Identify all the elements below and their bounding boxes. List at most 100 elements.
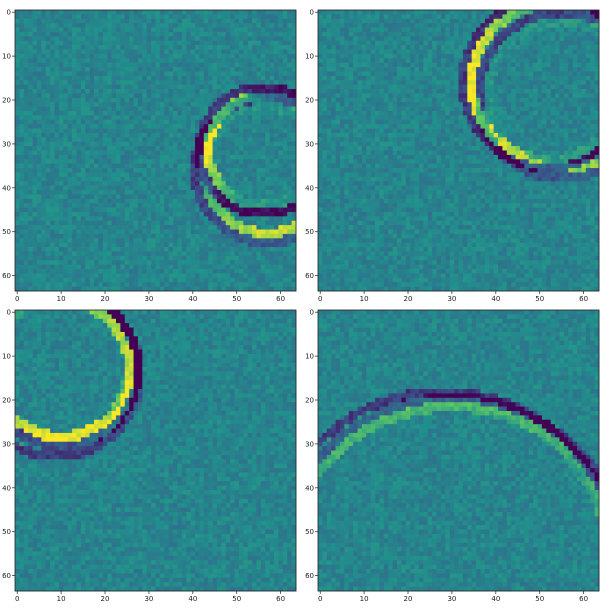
heatmap-cell [261,107,266,112]
heatmap-cell [169,85,174,90]
heatmap-cell [388,23,393,28]
heatmap-cell [261,168,266,173]
heatmap-cell [213,265,218,270]
heatmap-cell [590,10,595,15]
heatmap-cell [577,23,582,28]
heatmap-cell [463,10,468,15]
heatmap-cell [217,278,222,283]
heatmap-cell [371,36,376,41]
heatmap-cell [81,129,86,134]
heatmap-cell [28,89,33,94]
heatmap-cell [68,45,73,50]
heatmap-cell [24,172,29,177]
heatmap-cell [520,28,525,33]
heatmap-cell [81,133,86,138]
heatmap-cell [252,137,257,142]
heatmap-cell [120,238,125,243]
heatmap-cell [24,142,29,147]
heatmap-cell [68,199,73,204]
heatmap-cell [204,71,209,76]
heatmap-cell [221,190,226,195]
heatmap-cell [24,146,29,151]
heatmap-cell [204,186,209,191]
heatmap-cell [538,45,543,50]
heatmap-cell [208,71,213,76]
heatmap-cell [24,251,29,256]
heatmap-cell [204,164,209,169]
heatmap-cell [191,212,196,217]
heatmap-cell [173,50,178,55]
heatmap-cell [226,247,231,252]
heatmap-cell [397,50,402,55]
heatmap-cell [24,54,29,59]
heatmap-cell [494,19,499,24]
heatmap-cell [226,186,231,191]
heatmap-cell [208,247,213,252]
heatmap-cell [230,269,235,274]
heatmap-cell [274,14,279,19]
heatmap-cell [98,164,103,169]
heatmap-cell [199,278,204,283]
heatmap-cell [125,111,130,116]
heatmap-cell [112,67,117,72]
heatmap-cell [120,278,125,283]
heatmap-cell [120,203,125,208]
heatmap-cell [90,194,95,199]
heatmap-cell [116,58,121,63]
heatmap-cell [28,10,33,15]
heatmap-cell [287,278,292,283]
heatmap-cell [243,58,248,63]
heatmap-cell [156,80,161,85]
heatmap-cell [459,28,464,33]
heatmap-cell [480,41,485,46]
heatmap-cell [344,10,349,15]
heatmap-cell [76,190,81,195]
heatmap-cell [270,265,275,270]
heatmap-cell [278,194,283,199]
heatmap-cell [401,10,406,15]
heatmap-cell [287,234,292,239]
heatmap-cell [151,129,156,134]
heatmap-cell [33,186,38,191]
heatmap-cell [41,230,46,235]
heatmap-cell [46,190,51,195]
heatmap-cell [94,256,99,261]
heatmap-cell [98,199,103,204]
heatmap-cell [112,199,117,204]
heatmap-cell [50,256,55,261]
heatmap-cell [186,129,191,134]
heatmap-cell [147,45,152,50]
heatmap-cell [120,89,125,94]
heatmap-cell [191,10,196,15]
heatmap-cell [243,212,248,217]
heatmap-cell [147,186,152,191]
heatmap-cell [134,111,139,116]
heatmap-cell [142,76,147,81]
heatmap-cell [177,168,182,173]
heatmap-cell [103,129,108,134]
heatmap-cell [437,63,442,68]
heatmap-cell [37,115,42,120]
heatmap-cell [261,98,266,103]
heatmap-cell [68,230,73,235]
heatmap-cell [120,151,125,156]
heatmap-cell [72,45,77,50]
heatmap-cell [274,251,279,256]
heatmap-cell [428,67,433,72]
heatmap-cell [151,256,156,261]
heatmap-cell [19,41,24,46]
heatmap-cell [226,194,231,199]
heatmap-cell [195,212,200,217]
heatmap-cell [156,265,161,270]
heatmap-cell [208,28,213,33]
heatmap-cell [59,107,64,112]
heatmap-cell [50,32,55,37]
heatmap-cell [63,208,68,213]
heatmap-cell [199,186,204,191]
heatmap-cell [81,142,86,147]
heatmap-cell [507,32,512,37]
heatmap-cell [138,102,143,107]
heatmap-cell [138,168,143,173]
heatmap-cell [177,265,182,270]
heatmap-cell [270,124,275,129]
